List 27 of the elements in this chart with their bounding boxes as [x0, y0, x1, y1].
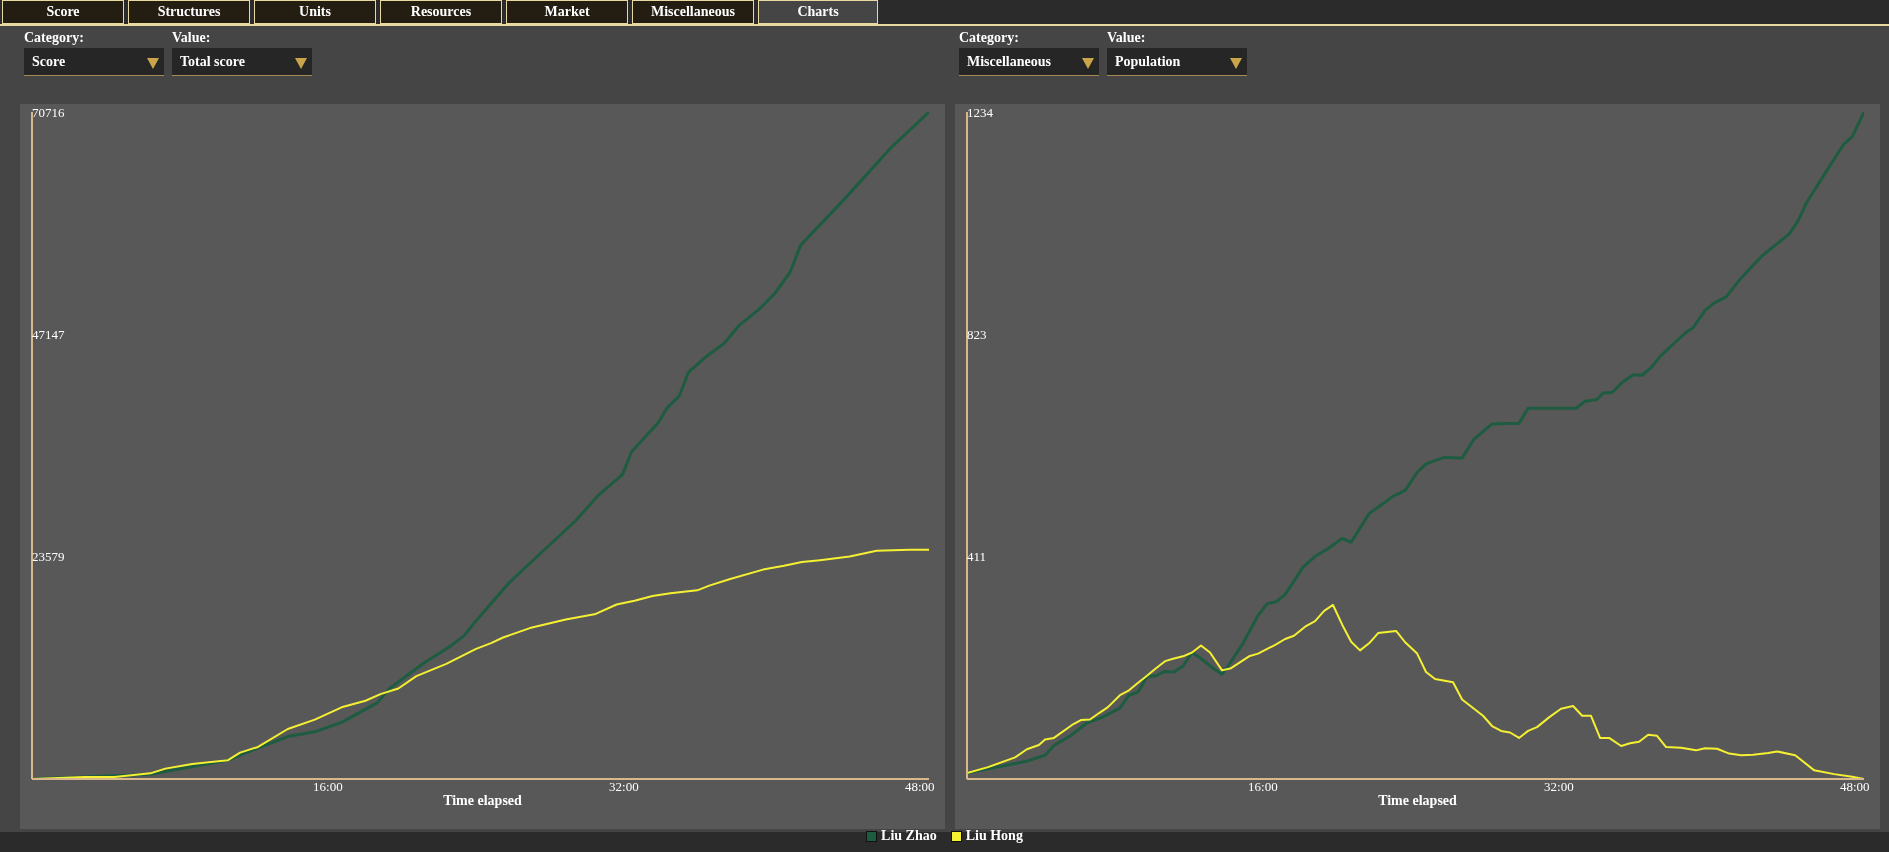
- text: Category:: [24, 30, 85, 46]
- chart-subtitle: Score: [24, 48, 164, 76]
- legend-label: Liu Hong: [964, 828, 1023, 844]
- x-tick-label: 32:00: [609, 779, 639, 794]
- x-axis-title: Time elapsed: [442, 793, 523, 809]
- text: Units: [254, 0, 376, 24]
- chart-subtitle: Miscellaneous: [959, 48, 1099, 76]
- chart-title: Total score: [172, 48, 312, 76]
- text: Structures: [128, 0, 250, 24]
- text: Value:: [172, 30, 212, 46]
- y-tick-label: 1234: [967, 104, 994, 120]
- text: Category:: [959, 30, 1020, 46]
- text: Value:: [1107, 30, 1147, 46]
- x-tick-label: 16:00: [1248, 779, 1278, 794]
- x-axis-title: Time elapsed: [1377, 793, 1458, 809]
- text: Resources: [380, 0, 502, 24]
- legend-label: Liu Zhao: [880, 828, 937, 844]
- text: Charts: [758, 0, 878, 24]
- x-tick-label: 48:00: [1839, 779, 1870, 794]
- text: Score: [2, 0, 124, 24]
- x-tick-label: 48:00: [904, 779, 935, 794]
- y-tick-label: 70716: [32, 104, 65, 120]
- chart-title: Population: [1107, 48, 1247, 76]
- text: Miscellaneous: [632, 0, 754, 24]
- x-tick-label: 32:00: [1544, 779, 1574, 794]
- x-tick-label: 16:00: [313, 779, 343, 794]
- text: Market: [506, 0, 628, 24]
